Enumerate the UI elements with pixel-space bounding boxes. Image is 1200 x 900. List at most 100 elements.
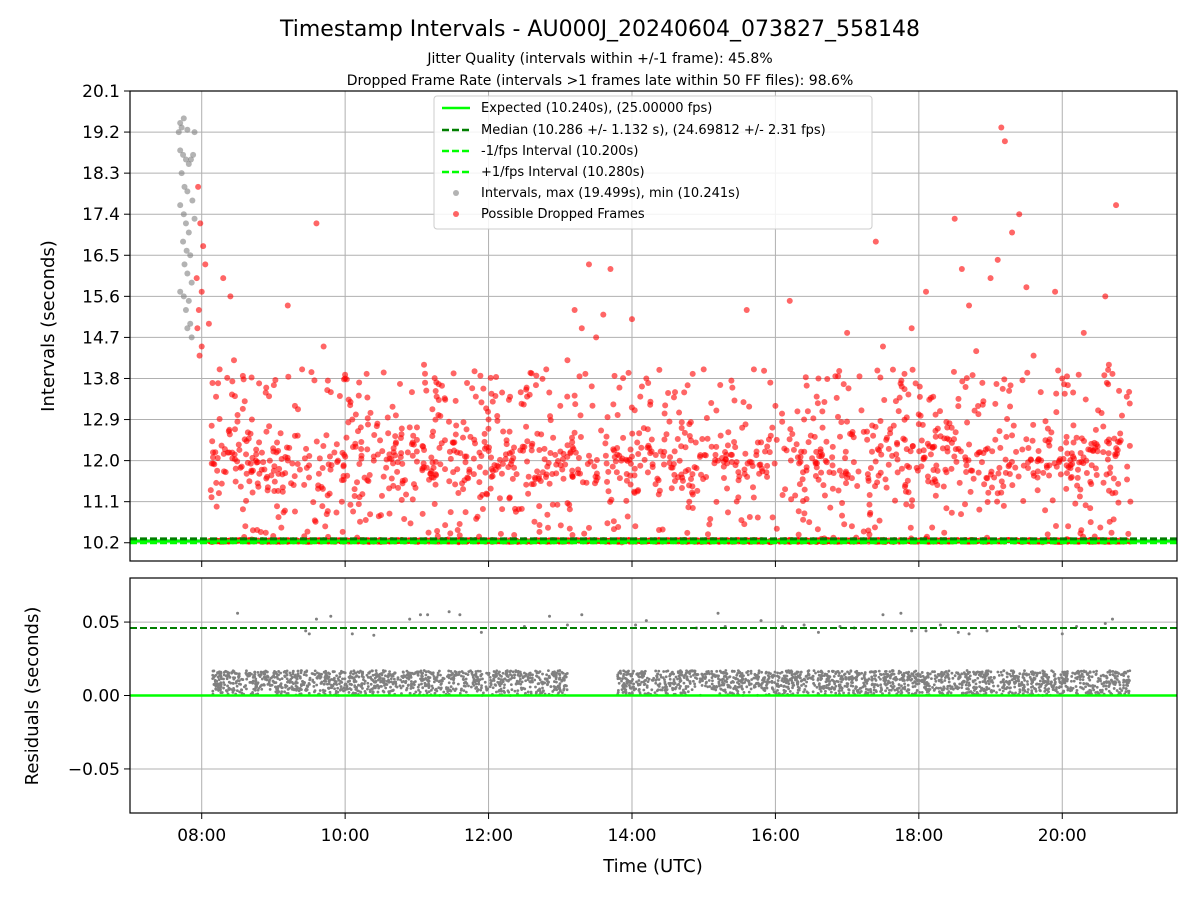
dropped-frame-point [764, 443, 771, 450]
dropped-frame-point [898, 465, 905, 472]
dropped-frame-point [819, 424, 826, 431]
dropped-frame-point [1052, 522, 1059, 529]
residual-point [493, 683, 497, 687]
dropped-frame-point [638, 383, 645, 390]
dropped-frame-point [981, 481, 988, 488]
dropped-frame-point [333, 441, 340, 448]
dropped-frame-point [481, 430, 488, 437]
residual-point [965, 681, 969, 684]
dropped-frame-point [467, 433, 474, 440]
dropped-frame-point [1118, 412, 1125, 419]
dropped-frame-point [814, 400, 821, 407]
residual-point [488, 685, 492, 689]
dropped-frame-point [835, 487, 842, 494]
residual-point [884, 669, 888, 673]
residual-point [282, 670, 286, 674]
dropped-frame-point [1030, 472, 1037, 479]
dropped-frame-point [866, 501, 873, 508]
dropped-frame-point [611, 447, 618, 454]
residual-point [1090, 675, 1094, 679]
residual-point [343, 682, 347, 686]
residual-point [226, 673, 230, 677]
dropped-frame-point [801, 486, 808, 493]
dropped-frame-point [407, 520, 414, 527]
dropped-frame-point [388, 475, 395, 482]
dropped-frame-point [823, 459, 830, 466]
residual-point [526, 675, 530, 679]
dropped-frame-point [243, 470, 250, 477]
residual-point [752, 676, 756, 680]
residual-point [398, 684, 402, 688]
residual-point [494, 672, 498, 676]
dropped-frame-point [195, 307, 202, 314]
residual-point [547, 680, 550, 684]
residual-point [273, 681, 276, 685]
residual-point [293, 687, 297, 691]
residual-point [531, 673, 534, 677]
dropped-frame-point [1023, 284, 1030, 291]
dropped-frame-point [750, 494, 757, 501]
dropped-frame-point [511, 444, 518, 451]
dropped-frame-point [678, 424, 685, 431]
dropped-frame-point [708, 400, 715, 407]
dropped-frame-point [901, 416, 908, 423]
dropped-frame-point [488, 454, 495, 461]
dropped-frame-point [239, 506, 246, 513]
dropped-frame-point [809, 455, 816, 462]
residual-point [389, 685, 392, 689]
residual-point [406, 684, 410, 687]
dropped-frame-point [637, 462, 644, 469]
residual-point [499, 687, 503, 691]
residual-point [213, 683, 217, 687]
residual-point [403, 675, 407, 678]
dropped-frame-point [968, 467, 975, 474]
dropped-frame-point [668, 485, 675, 492]
residual-point [381, 689, 385, 693]
dropped-frame-point [327, 389, 334, 396]
residual-point [379, 680, 382, 684]
residual-point [497, 682, 501, 686]
dropped-frame-point [576, 373, 583, 380]
residual-point [686, 690, 690, 694]
residual-point [453, 689, 457, 693]
residual-point [395, 685, 399, 689]
residual-point [364, 692, 368, 695]
residual-point [222, 681, 225, 684]
residual-point [295, 677, 299, 681]
dropped-frame-point [927, 451, 934, 458]
residual-point [411, 686, 415, 690]
dropped-frame-point [1065, 523, 1072, 530]
residual-point [436, 673, 440, 677]
residual-point [362, 675, 365, 679]
dropped-frame-point [645, 380, 652, 387]
residual-point [503, 683, 506, 687]
dropped-frame-point [758, 465, 765, 472]
residual-point [331, 670, 335, 674]
dropped-frame-point [829, 485, 836, 492]
residual-point [557, 672, 561, 676]
residual-point [217, 683, 221, 686]
dropped-frame-point [727, 451, 734, 458]
residual-point [235, 684, 239, 688]
residual-point [501, 678, 505, 682]
dropped-frame-point [692, 439, 699, 446]
residual-point [366, 687, 369, 691]
dropped-frame-point [627, 481, 634, 488]
dropped-frame-point [996, 428, 1003, 435]
dropped-frame-point [432, 481, 439, 488]
residual-point [245, 677, 249, 681]
dropped-frame-point [378, 492, 385, 499]
dropped-frame-point [1007, 403, 1014, 410]
dropped-frame-point [700, 366, 707, 373]
dropped-frame-point [1015, 473, 1022, 480]
dropped-frame-point [564, 393, 571, 400]
residual-point [346, 680, 350, 683]
dropped-frame-point [543, 473, 550, 480]
residual-point [407, 677, 411, 681]
residual-point [258, 673, 262, 677]
dropped-frame-point [575, 454, 582, 461]
dropped-frame-point [496, 495, 503, 502]
residual-point [1117, 691, 1121, 694]
dropped-frame-point [279, 484, 286, 491]
residual-point [692, 673, 695, 677]
